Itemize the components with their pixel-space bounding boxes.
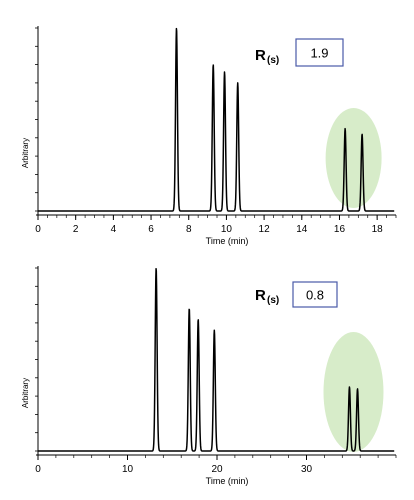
- x-axis-title: Time (min): [206, 476, 249, 486]
- highlight-ellipse: [325, 108, 382, 208]
- resolution-subscript: (s): [267, 295, 279, 306]
- x-tick-label: 12: [259, 224, 271, 235]
- x-tick-label: 8: [186, 224, 192, 235]
- resolution-value-box: [295, 38, 344, 67]
- x-tick-label: 0: [35, 224, 41, 235]
- x-tick-label: 0: [35, 464, 41, 475]
- x-tick-label: 2: [73, 224, 79, 235]
- x-tick-label: 20: [211, 464, 223, 475]
- resolution-symbol: R: [255, 47, 266, 64]
- x-tick-label: 10: [122, 464, 134, 475]
- chart-panel-2: 0 10 20 30 Time (min) Arbitrary R (s) 0.8: [21, 266, 397, 486]
- highlight-ellipse: [323, 332, 384, 452]
- x-tick-label: 6: [148, 224, 154, 235]
- x-tick-label: 10: [221, 224, 233, 235]
- resolution-value-box: [292, 281, 338, 308]
- x-tick-label: 16: [334, 224, 346, 235]
- x-tick-label: 30: [301, 464, 313, 475]
- resolution-value: 0.8: [306, 288, 324, 303]
- x-tick-label: 14: [296, 224, 308, 235]
- x-axis-title: Time (min): [206, 236, 249, 246]
- chart-panel-1: 0 2 4 6 8 10 12 14 16 18 Time (min) Arbitrary R (s) 1.…: [21, 26, 397, 246]
- chromatogram-trace: [37, 267, 395, 452]
- resolution-value: 1.9: [310, 46, 328, 61]
- x-tick-label: 18: [372, 224, 384, 235]
- resolution-symbol: R: [255, 287, 266, 304]
- resolution-subscript: (s): [267, 55, 279, 66]
- chromatogram-trace: [37, 27, 395, 212]
- y-axis-title: Arbitrary: [21, 138, 30, 168]
- x-tick-label: 4: [111, 224, 117, 235]
- y-axis-title: Arbitrary: [21, 378, 30, 408]
